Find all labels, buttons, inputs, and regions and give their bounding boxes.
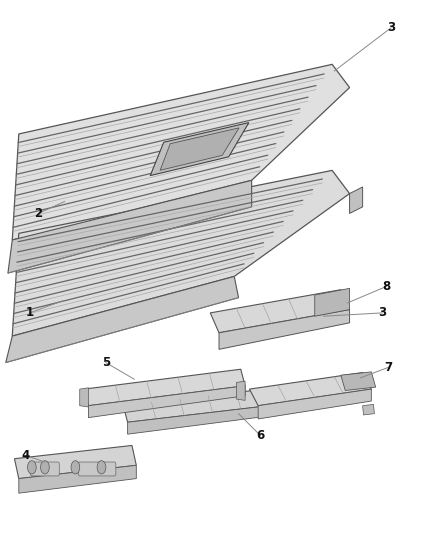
Polygon shape xyxy=(80,388,88,407)
Polygon shape xyxy=(150,123,249,175)
Polygon shape xyxy=(19,465,136,493)
Text: 3: 3 xyxy=(378,306,386,319)
Polygon shape xyxy=(6,277,239,362)
Text: 4: 4 xyxy=(21,449,29,462)
Text: 3: 3 xyxy=(387,21,395,35)
Polygon shape xyxy=(14,446,136,479)
Polygon shape xyxy=(219,310,350,349)
Polygon shape xyxy=(160,128,239,171)
Polygon shape xyxy=(12,171,350,336)
FancyBboxPatch shape xyxy=(78,462,116,476)
Polygon shape xyxy=(250,373,371,406)
Polygon shape xyxy=(210,290,350,333)
Circle shape xyxy=(71,461,80,474)
Circle shape xyxy=(28,461,36,474)
Text: 2: 2 xyxy=(34,207,42,220)
Text: 1: 1 xyxy=(25,306,34,319)
Polygon shape xyxy=(88,386,245,418)
Polygon shape xyxy=(237,381,245,400)
Polygon shape xyxy=(258,389,371,419)
Polygon shape xyxy=(12,64,350,240)
Circle shape xyxy=(41,461,49,474)
Polygon shape xyxy=(127,402,297,434)
Text: 7: 7 xyxy=(385,361,393,374)
Polygon shape xyxy=(315,288,350,316)
Text: 8: 8 xyxy=(382,280,391,293)
Polygon shape xyxy=(341,372,376,391)
Polygon shape xyxy=(363,405,374,415)
Polygon shape xyxy=(8,180,252,273)
Polygon shape xyxy=(84,369,245,406)
Circle shape xyxy=(97,461,106,474)
Polygon shape xyxy=(350,187,363,214)
Text: 5: 5 xyxy=(102,356,110,369)
Text: 6: 6 xyxy=(256,429,265,442)
Polygon shape xyxy=(123,386,297,422)
FancyBboxPatch shape xyxy=(31,462,59,476)
